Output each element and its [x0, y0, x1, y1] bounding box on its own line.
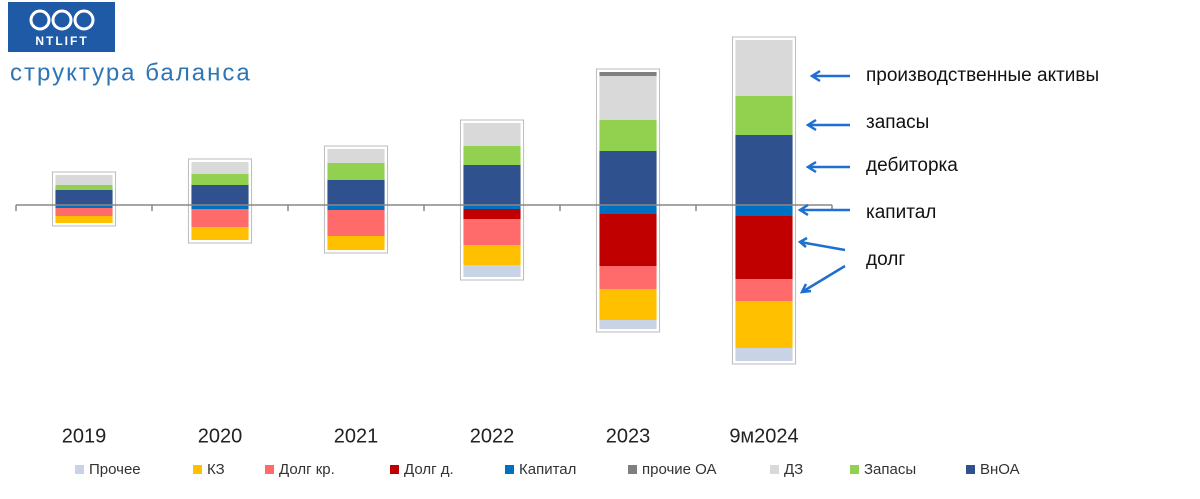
bar-segment: [599, 320, 657, 329]
bar-segment: [463, 209, 521, 219]
arrow: [805, 160, 850, 174]
x-tick-label: 9м2024: [729, 425, 798, 447]
x-tick-label: 2022: [470, 425, 515, 447]
legend-marker: [505, 465, 514, 474]
plot: 2019 2020 2021 2022 2023 9м2024 Прочее КЗ Долг к…: [15, 36, 1020, 478]
x-tick-label: 2023: [606, 425, 651, 447]
bar-segment: [55, 190, 113, 205]
logo-icon: [73, 9, 95, 31]
arrow: [797, 203, 850, 217]
legend-marker: [966, 465, 975, 474]
legend-label: Запасы: [864, 461, 916, 478]
arrow: [809, 69, 850, 83]
legend-label: ВнОА: [980, 461, 1020, 478]
bar-segment: [735, 348, 793, 361]
page-title: структура баланса: [10, 59, 252, 86]
legend-marker: [265, 465, 274, 474]
bar-segment: [735, 279, 793, 301]
legend-label: Прочее: [89, 461, 141, 478]
x-tick-label: 2021: [334, 425, 379, 447]
bar-segment: [55, 208, 113, 216]
legend-marker: [628, 465, 637, 474]
bar-segment: [55, 175, 113, 185]
bar-segment: [463, 265, 521, 277]
annotation: долг: [866, 249, 905, 270]
bar-segment: [735, 40, 793, 96]
annotation: производственные активы: [866, 65, 1099, 86]
bar-segment: [191, 205, 249, 209]
arrow: [805, 118, 850, 132]
logo-text: NTLIFT: [35, 34, 88, 48]
bar-segment: [55, 216, 113, 223]
logo-icon: [29, 9, 51, 31]
legend-marker: [75, 465, 84, 474]
bar-segment: [327, 210, 385, 236]
bar-segment: [463, 165, 521, 205]
bar-segment: [191, 209, 249, 227]
bar-segment: [463, 245, 521, 265]
bar-segment: [735, 216, 793, 279]
legend-label: Долг кр.: [279, 461, 335, 478]
bar-segment: [735, 135, 793, 205]
bar-segment: [191, 227, 249, 240]
x-tick-label: 2020: [198, 425, 243, 447]
bar-segment: [599, 72, 657, 76]
bar-segment: [599, 151, 657, 205]
bar-segment: [191, 162, 249, 174]
bar-segment: [463, 219, 521, 245]
bar-segment: [191, 185, 249, 205]
bar-segment: [327, 180, 385, 205]
legend-label: Капитал: [519, 461, 576, 478]
bar-segment: [191, 174, 249, 185]
bar-segment: [327, 205, 385, 210]
bar-segment: [327, 149, 385, 163]
bar-segment: [599, 266, 657, 289]
legend-label: КЗ: [207, 461, 225, 478]
legend-marker: [770, 465, 779, 474]
bar-segment: [599, 205, 657, 214]
bar-segment: [55, 205, 113, 208]
annotation: запасы: [866, 112, 929, 133]
x-tick-label: 2019: [62, 425, 107, 447]
bar-segment: [327, 163, 385, 180]
logo: NTLIFT: [8, 2, 115, 52]
bar-segment: [55, 185, 113, 190]
logo-icon: [51, 9, 73, 31]
bar-segment: [463, 205, 521, 209]
bar-segment: [735, 301, 793, 348]
legend-label: прочие ОА: [642, 461, 717, 478]
bar-segment: [327, 236, 385, 250]
bar-segment: [735, 205, 793, 216]
arrow: [799, 264, 846, 294]
annotation: дебиторка: [866, 155, 958, 176]
arrow: [797, 236, 846, 252]
legend-marker: [390, 465, 399, 474]
legend-marker: [193, 465, 202, 474]
bar-segment: [463, 146, 521, 165]
bar-segment: [599, 76, 657, 120]
bar-segment: [599, 289, 657, 320]
bar-segment: [463, 123, 521, 146]
legend-marker: [850, 465, 859, 474]
bar-segment: [599, 120, 657, 151]
legend-label: Долг д.: [404, 461, 454, 478]
bar-segment: [599, 214, 657, 266]
bar-segment: [735, 96, 793, 135]
arrows: [797, 69, 850, 294]
annotation: капитал: [866, 202, 936, 223]
legend-label: ДЗ: [784, 461, 803, 478]
